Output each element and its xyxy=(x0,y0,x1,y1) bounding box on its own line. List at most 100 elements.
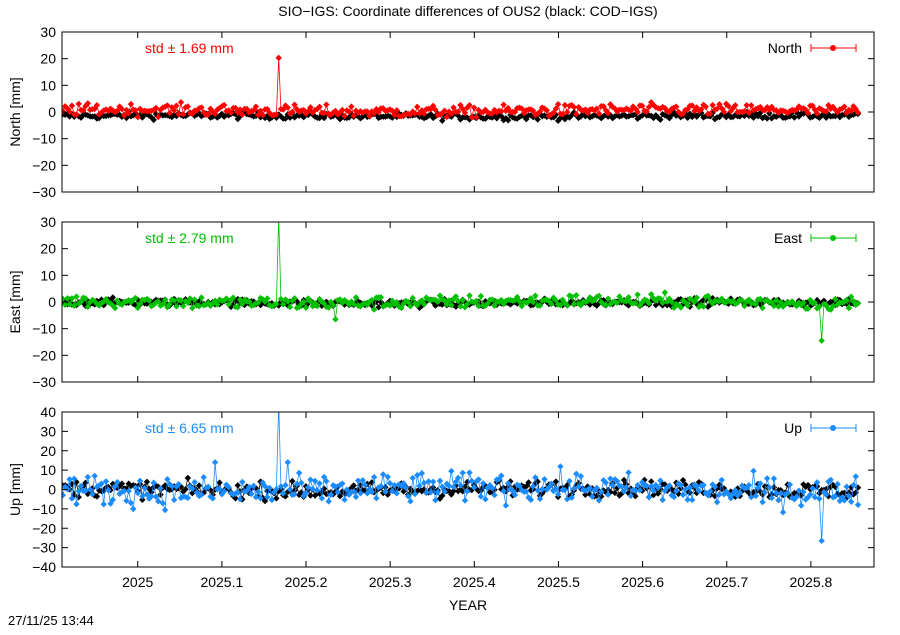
data-point xyxy=(234,482,241,489)
data-point xyxy=(75,100,82,108)
data-point xyxy=(173,303,180,310)
data-point xyxy=(604,491,612,498)
data-point xyxy=(632,299,639,307)
data-point xyxy=(109,107,117,114)
data-point xyxy=(439,117,446,124)
data-point xyxy=(645,494,653,501)
data-point xyxy=(586,491,594,498)
data-point xyxy=(280,301,287,308)
data-point xyxy=(668,303,675,310)
data-point xyxy=(693,104,700,111)
data-point xyxy=(847,293,855,300)
data-point xyxy=(582,491,589,499)
data-point xyxy=(350,488,357,495)
data-point xyxy=(409,294,416,302)
x-axis-label: YEAR xyxy=(449,597,487,613)
data-point xyxy=(782,491,789,498)
data-point xyxy=(77,482,85,490)
data-point xyxy=(595,497,603,504)
data-point xyxy=(84,303,92,311)
data-point xyxy=(475,302,482,310)
data-point xyxy=(73,111,80,118)
data-point xyxy=(720,491,728,498)
data-point xyxy=(109,302,117,309)
data-point xyxy=(625,469,632,476)
data-point xyxy=(198,294,205,301)
data-point xyxy=(464,487,471,495)
data-point xyxy=(205,111,212,118)
data-point xyxy=(573,110,580,118)
data-point xyxy=(693,489,700,497)
data-point xyxy=(266,484,273,492)
data-point xyxy=(184,494,191,502)
data-point xyxy=(473,113,480,121)
data-point xyxy=(691,298,698,306)
data-point xyxy=(302,304,310,311)
data-point xyxy=(493,109,500,116)
data-point xyxy=(611,105,619,112)
y-tick-label: 30 xyxy=(40,214,56,230)
data-point xyxy=(186,295,194,302)
data-point xyxy=(573,470,580,478)
data-point xyxy=(507,111,514,119)
data-point xyxy=(475,476,482,483)
data-point xyxy=(845,492,853,500)
y-tick-label: 10 xyxy=(40,462,56,478)
data-point xyxy=(532,111,539,119)
data-point xyxy=(148,493,155,500)
data-point xyxy=(348,103,355,110)
data-point xyxy=(723,100,730,108)
data-point xyxy=(479,480,487,487)
data-point xyxy=(293,480,301,488)
data-point xyxy=(745,481,753,489)
data-point xyxy=(71,475,78,482)
data-point xyxy=(682,481,689,488)
data-point xyxy=(791,107,798,114)
data-point xyxy=(514,293,521,301)
data-point xyxy=(386,480,394,487)
data-point xyxy=(529,107,537,115)
data-point xyxy=(93,483,101,491)
data-point xyxy=(498,108,505,115)
panel-north: 30 20 10 0 −10 −20 −30 North [mm] std ± 1.69 mm N… xyxy=(7,24,875,200)
data-point xyxy=(820,300,828,308)
data-point xyxy=(368,296,376,304)
data-point xyxy=(618,490,625,497)
data-point xyxy=(329,302,337,309)
data-point xyxy=(377,294,385,301)
data-point xyxy=(847,107,855,114)
data-point xyxy=(277,483,285,490)
data-point xyxy=(657,485,664,493)
data-point xyxy=(407,303,414,310)
data-point xyxy=(450,483,457,491)
data-point xyxy=(382,488,389,495)
data-point xyxy=(198,491,205,498)
data-point xyxy=(373,105,380,113)
x-tick-label: 2025.3 xyxy=(369,574,412,590)
y-tick-label: −20 xyxy=(32,520,56,536)
data-point xyxy=(852,105,859,113)
data-point xyxy=(255,111,262,119)
data-point xyxy=(225,483,232,491)
data-point xyxy=(482,496,489,503)
data-point xyxy=(659,496,666,504)
data-point xyxy=(800,488,807,496)
legend-marker xyxy=(830,425,836,431)
y-tick-label: 0 xyxy=(48,482,56,498)
data-point xyxy=(118,113,126,121)
data-point xyxy=(155,498,162,505)
data-point xyxy=(280,490,287,497)
data-point xyxy=(166,109,173,117)
y-tick-label: −30 xyxy=(32,374,56,390)
data-point xyxy=(68,495,76,502)
data-point xyxy=(286,303,294,311)
data-point xyxy=(84,473,92,481)
data-point xyxy=(532,474,539,481)
data-point xyxy=(420,110,428,117)
data-point xyxy=(461,497,469,504)
data-point xyxy=(432,496,439,504)
data-point xyxy=(670,304,678,311)
data-point xyxy=(511,483,519,490)
data-point xyxy=(638,102,646,110)
data-point xyxy=(834,480,841,488)
